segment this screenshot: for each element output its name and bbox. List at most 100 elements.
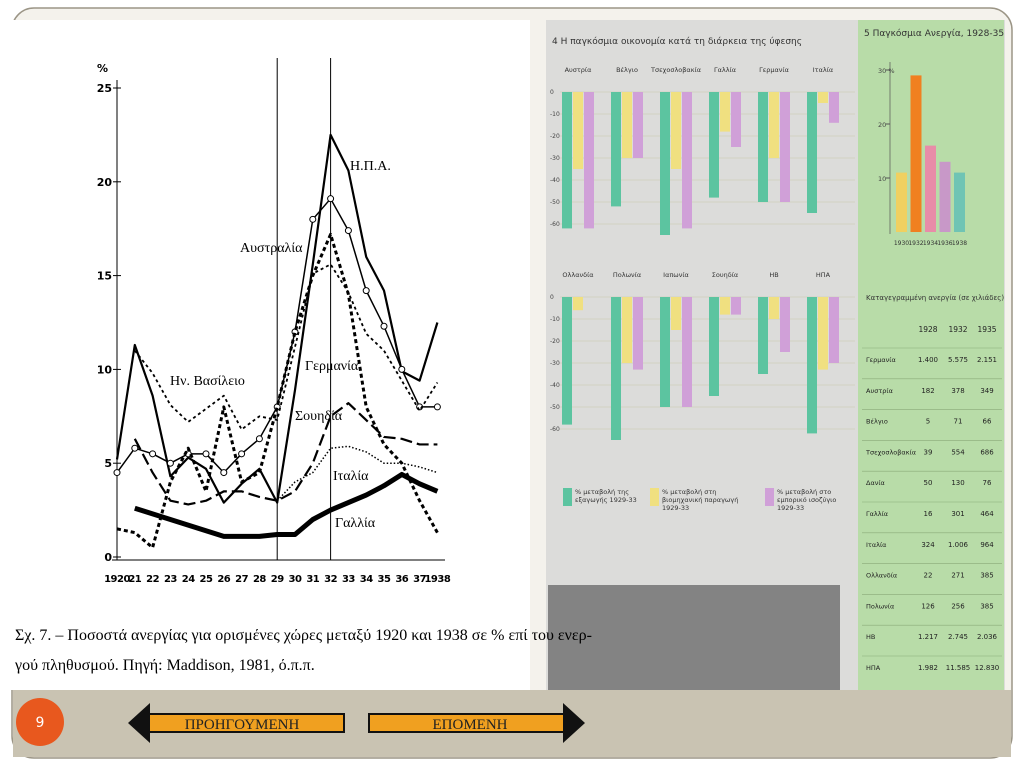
category-label: Βέλγιο xyxy=(616,66,638,74)
bar xyxy=(925,145,936,232)
y-tick-label: -40 xyxy=(550,382,560,389)
table-cell: 1.982 xyxy=(918,664,938,672)
y-tick-label: 20 xyxy=(878,121,886,129)
table-row-label: Γερμανία xyxy=(866,356,896,364)
category-label: Ολλανδία xyxy=(562,271,593,279)
legend-swatch xyxy=(650,488,659,506)
y-tick-label: 30 % xyxy=(878,67,895,75)
bar xyxy=(573,92,583,169)
bar xyxy=(954,172,965,232)
series-label: Η.Π.Α. xyxy=(350,159,391,174)
next-button[interactable]: ΕΠΟΜΕΝΗ xyxy=(368,703,585,743)
caption-line: Σχ. 7. – Ποσοστά ανεργίας για ορισμένες … xyxy=(15,627,592,644)
table-cell: 385 xyxy=(980,572,993,580)
caption-line: γού πληθυσμού. Πηγή: Maddison, 1981, ό.π… xyxy=(14,657,315,674)
y-tick-label: 20 xyxy=(97,176,113,189)
bar xyxy=(807,92,817,213)
table-cell: 130 xyxy=(951,479,964,487)
x-tick-label: 1920 xyxy=(104,574,130,585)
y-tick-label: -30 xyxy=(550,155,560,162)
table-row-label: ΗΠΑ xyxy=(866,664,881,672)
next-fill[interactable] xyxy=(370,715,563,731)
prev-button[interactable]: ΠΡΟΗΓΟΥΜΕΝΗ xyxy=(128,703,345,743)
y-tick-label: 0 xyxy=(104,551,112,564)
table-cell: 964 xyxy=(980,541,994,549)
table-cell: 256 xyxy=(951,602,965,610)
table-row-label: ΗΒ xyxy=(866,633,875,641)
data-point xyxy=(131,444,139,452)
bar xyxy=(682,92,692,229)
table-cell: 2.745 xyxy=(948,633,968,641)
y-tick-label: 10 xyxy=(97,363,113,376)
data-line xyxy=(133,402,438,506)
y-unit: % xyxy=(97,62,108,75)
table-cell: 1.400 xyxy=(918,356,938,364)
data-line xyxy=(115,133,439,504)
y-tick-label: 0 xyxy=(550,294,554,301)
series-label: Γερμανία xyxy=(305,359,359,374)
y-tick-label: -20 xyxy=(550,338,560,345)
bar xyxy=(758,92,768,202)
series-label: Γαλλία xyxy=(335,516,376,531)
bar xyxy=(709,92,719,198)
data-point xyxy=(255,435,263,443)
table-cell: 126 xyxy=(921,602,935,610)
legend-swatch xyxy=(765,488,774,506)
bar xyxy=(660,297,670,407)
table-row-label: Πολωνία xyxy=(866,602,894,610)
legend-label: % μεταβολή στο εμπορικό ισοζύγιο 1929-33 xyxy=(777,488,837,512)
data-point xyxy=(398,365,406,373)
series-label: Ιταλία xyxy=(333,469,369,484)
legend-swatch xyxy=(563,488,572,506)
table-header: 1928 xyxy=(918,325,937,334)
table-header: 1932 xyxy=(948,325,967,334)
y-tick-label: 10 xyxy=(878,175,886,183)
table-cell: 16 xyxy=(924,510,933,518)
x-tick-label: 36 xyxy=(395,574,408,585)
x-tick-label: 21 xyxy=(128,574,141,585)
data-point xyxy=(433,403,441,411)
data-point xyxy=(149,450,157,458)
prev-label[interactable]: ΠΡΟΗΓΟΥΜΕΝΗ xyxy=(185,717,300,733)
table-cell: 5 xyxy=(926,418,930,426)
bar xyxy=(633,92,643,158)
table-row-label: Δανία xyxy=(866,479,885,487)
bar xyxy=(769,297,779,319)
prev-fill[interactable] xyxy=(150,715,343,731)
x-tick-label: 28 xyxy=(253,574,266,585)
x-tick-label: 31 xyxy=(306,574,319,585)
data-line xyxy=(276,445,438,502)
x-tick-label: 1932 xyxy=(908,240,923,247)
table-cell: 182 xyxy=(921,387,934,395)
table-cell: 1.006 xyxy=(948,541,969,549)
series-label: Ην. Βασίλειο xyxy=(170,374,245,389)
table-cell: 1.217 xyxy=(918,633,938,641)
bar xyxy=(910,75,922,233)
slide-number: 9 xyxy=(36,715,45,731)
bar xyxy=(611,92,621,207)
x-tick-label: 1938 xyxy=(952,240,967,247)
y-tick-label: -60 xyxy=(550,426,560,433)
bar xyxy=(720,92,730,132)
data-point xyxy=(220,469,228,477)
x-tick-label: 1936 xyxy=(937,240,952,247)
x-tick-label: 23 xyxy=(164,574,177,585)
data-point xyxy=(344,227,352,235)
table-cell: 378 xyxy=(951,387,964,395)
bar xyxy=(818,92,828,103)
bar xyxy=(780,92,790,202)
data-point xyxy=(166,459,174,467)
table-cell: 349 xyxy=(980,387,993,395)
y-tick-label: 5 xyxy=(104,457,112,470)
category-label: Ιταλία xyxy=(813,66,833,74)
category-label: Γαλλία xyxy=(714,66,736,74)
bar xyxy=(633,297,643,370)
x-tick-label: 1934 xyxy=(923,240,938,247)
next-label[interactable]: ΕΠΟΜΕΝΗ xyxy=(433,717,508,733)
legend-item: % μεταβολή στη βιομηχανική παραγωγή 1929… xyxy=(662,488,738,512)
bar xyxy=(829,92,839,123)
data-point xyxy=(238,450,246,458)
bar xyxy=(622,92,632,158)
y-tick-label: -40 xyxy=(550,177,560,184)
